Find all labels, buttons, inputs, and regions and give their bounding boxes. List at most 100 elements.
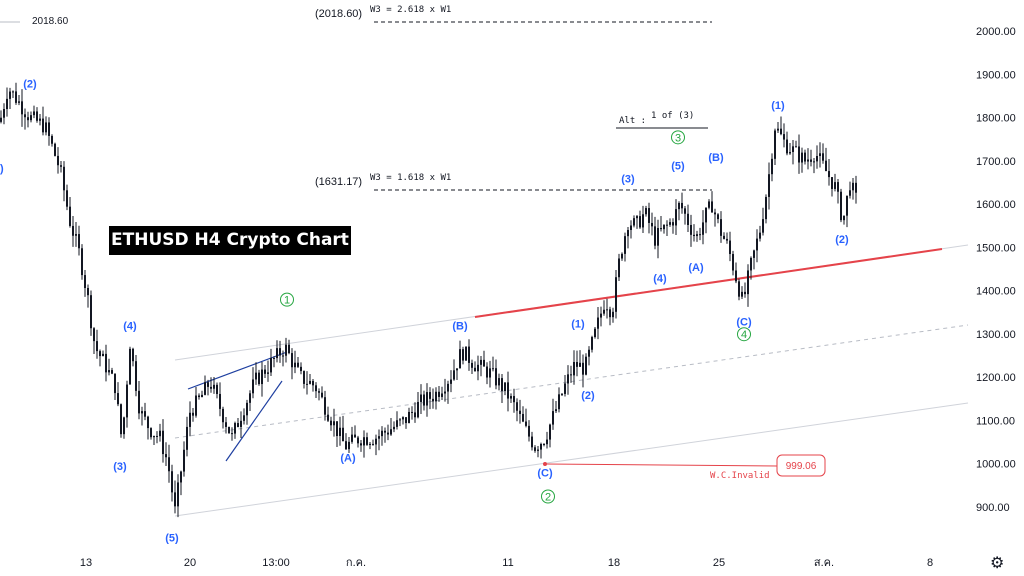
candle-body (261, 369, 263, 385)
wave-label: (4) (123, 321, 137, 333)
candle-body (276, 348, 278, 359)
candle-body (201, 394, 203, 398)
candle-body (345, 441, 347, 450)
candle-body (6, 98, 8, 109)
fib-target-lines: (2018.60) W3 = 2.618 x W1 (1631.17) W3 = 1.… (315, 5, 712, 191)
candle-body (666, 224, 668, 226)
candle-body (669, 222, 671, 225)
candle-body (804, 152, 806, 162)
candle-body (330, 420, 332, 426)
wave-label: (A) (688, 262, 704, 274)
x-tick-label: 11 (502, 557, 513, 569)
x-tick-label: ส.ค. (814, 557, 834, 569)
candle-body (465, 346, 467, 361)
candle-body (645, 208, 647, 215)
wave-label: (4) (653, 273, 667, 285)
candle-body (78, 234, 80, 249)
candle-body (777, 128, 779, 131)
candle-body (42, 118, 44, 133)
wave-label: (C) (736, 316, 752, 328)
candle-body (648, 208, 650, 223)
candle-body (678, 202, 680, 210)
candle-body (435, 391, 437, 402)
candle-body (36, 111, 38, 121)
candle-body (243, 415, 245, 421)
candle-body (291, 353, 293, 368)
candle-body (474, 367, 476, 372)
gear-icon[interactable]: ⚙ (990, 555, 1005, 572)
candle-body (75, 234, 77, 236)
candle-body (621, 253, 623, 259)
x-tick-label: ก.ค. (346, 557, 366, 569)
candle-body (573, 362, 575, 376)
candle-body (339, 427, 341, 437)
candle-body (432, 398, 434, 402)
price-axis[interactable]: 900.00 1000.00 1100.00 1200.00 1300.00 1400.0… (976, 26, 1016, 514)
candle-body (633, 218, 635, 226)
candle-body (387, 432, 389, 435)
candle-body (765, 196, 767, 220)
candle-body (84, 275, 86, 288)
candle-body (321, 392, 323, 398)
candle-body (753, 250, 755, 258)
triangle-pattern (187, 351, 288, 462)
candle-body (708, 201, 710, 208)
target-note: W3 = 2.618 x W1 (370, 5, 451, 15)
candle-body (729, 240, 731, 255)
target-note: W3 = 1.618 x W1 (370, 173, 451, 183)
candle-body (189, 412, 191, 427)
candle-body (651, 222, 653, 227)
candle-body (780, 128, 782, 135)
candle-body (51, 135, 53, 144)
y-tick-label: 1000.00 (976, 459, 1016, 471)
candle-body (642, 214, 644, 228)
invalid-point (543, 462, 547, 466)
wave-label-circled: 3 (675, 132, 681, 144)
candle-body (366, 437, 368, 445)
candle-body (501, 378, 503, 392)
y-tick-label: 1500.00 (976, 242, 1016, 254)
candle-body (618, 258, 620, 278)
x-tick-label: 13:00 (262, 557, 290, 569)
candle-body (480, 359, 482, 365)
candle-body (165, 454, 167, 458)
time-axis[interactable]: 13 20 13:00 ก.ค. 11 18 25 ส.ค. 8 (80, 557, 933, 569)
candle-body (45, 122, 47, 133)
candle-body (600, 313, 602, 318)
candle-body (471, 362, 473, 368)
candle-body (528, 425, 530, 437)
candle-body (690, 224, 692, 235)
candle-body (402, 417, 404, 420)
candle-body (3, 108, 5, 118)
candle-body (513, 396, 515, 403)
candle-body (156, 435, 158, 437)
candle-body (846, 195, 848, 216)
candle-body (378, 436, 380, 439)
candle-body (15, 91, 17, 103)
wave-label: (B) (708, 152, 724, 164)
x-tick-label: 8 (927, 557, 933, 569)
wave-label: (B) (452, 321, 468, 333)
candle-body (375, 438, 377, 445)
candle-body (477, 364, 479, 372)
candle-body (405, 417, 407, 424)
candle-body (531, 436, 533, 448)
wave-label: (2) (581, 390, 595, 402)
y-tick-label: 1100.00 (976, 415, 1015, 427)
candle-body (555, 409, 557, 412)
wave-label: (5) (165, 533, 179, 545)
y-tick-label: 1800.00 (976, 113, 1016, 125)
candle-body (759, 232, 761, 239)
candle-body (384, 430, 386, 433)
wave-label: (5) (671, 160, 685, 172)
candle-body (732, 254, 734, 271)
candle-body (297, 362, 299, 367)
candle-body (450, 379, 452, 384)
candle-body (510, 396, 512, 399)
y-tick-label: 1200.00 (976, 372, 1016, 384)
wave-label-circled: 2 (545, 492, 551, 504)
candle-body (519, 410, 521, 414)
candle-body (750, 257, 752, 271)
candle-body (552, 411, 554, 425)
